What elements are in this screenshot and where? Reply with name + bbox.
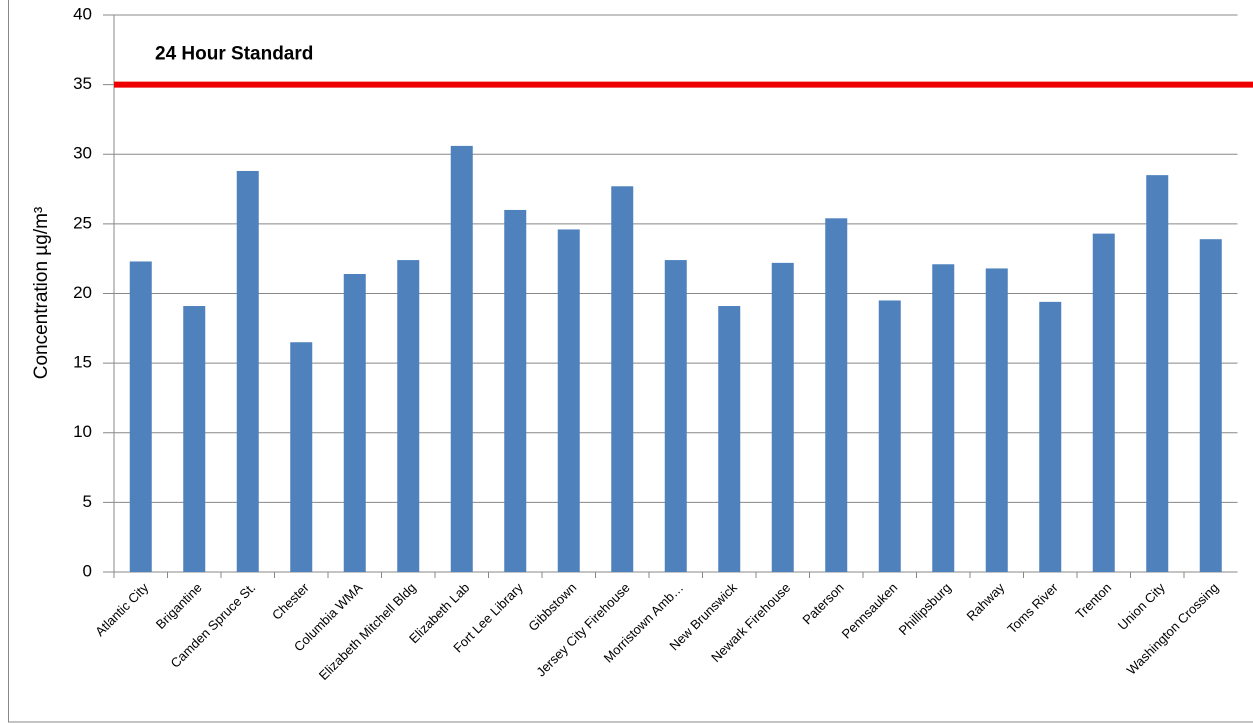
bar — [236, 170, 259, 572]
x-tick-label: Pennsauken — [839, 580, 901, 642]
y-tick-label: 35 — [73, 74, 92, 93]
bar — [1146, 175, 1169, 572]
y-tick-label: 40 — [73, 4, 92, 23]
bar — [718, 306, 741, 572]
y-tick-label: 10 — [73, 422, 92, 441]
bar — [343, 274, 366, 572]
x-tick-label: Brigantine — [153, 580, 205, 632]
bar — [1092, 233, 1115, 572]
x-tick-label: Toms River — [1004, 579, 1061, 636]
y-tick-label: 5 — [83, 492, 92, 511]
x-tick-label: Phillipsburg — [896, 580, 954, 638]
chart-frame — [8, 0, 1253, 723]
bar — [129, 261, 152, 572]
y-tick-label: 30 — [73, 144, 92, 163]
bar — [1199, 239, 1222, 572]
threshold-label: 24 Hour Standard — [155, 44, 313, 65]
bar — [878, 300, 901, 572]
y-tick-label: 15 — [73, 353, 92, 372]
x-tick-label: Trenton — [1072, 580, 1114, 622]
y-axis-label: Concentration µg/m³ — [31, 207, 52, 380]
bar — [183, 306, 206, 572]
bar — [557, 229, 580, 572]
bar — [611, 186, 634, 572]
bar — [771, 262, 794, 572]
y-tick-label: 0 — [83, 561, 92, 580]
bar — [825, 218, 848, 572]
bar — [450, 145, 473, 572]
x-tick-label: Gibbstown — [525, 580, 579, 634]
bar — [504, 209, 527, 572]
x-tick-label: Union City — [1115, 580, 1168, 633]
x-tick-label: Paterson — [799, 580, 846, 627]
bar — [664, 260, 687, 572]
x-tick-label: Chester — [269, 579, 312, 622]
bar — [932, 264, 955, 572]
x-tick-label: Washington Crossing — [1124, 580, 1222, 678]
y-tick-label: 25 — [73, 213, 92, 232]
bar — [985, 268, 1008, 572]
x-tick-label: Rahway — [963, 580, 1007, 624]
x-tick-label: Atlantic City — [92, 580, 151, 639]
bar — [1039, 301, 1062, 572]
x-tick-label: Elizabeth Mitchell Bldg — [316, 580, 419, 683]
x-tick-label: Jersey City Firehouse — [533, 580, 633, 680]
bar — [290, 342, 313, 572]
bar — [397, 260, 420, 572]
y-tick-label: 20 — [73, 283, 92, 302]
